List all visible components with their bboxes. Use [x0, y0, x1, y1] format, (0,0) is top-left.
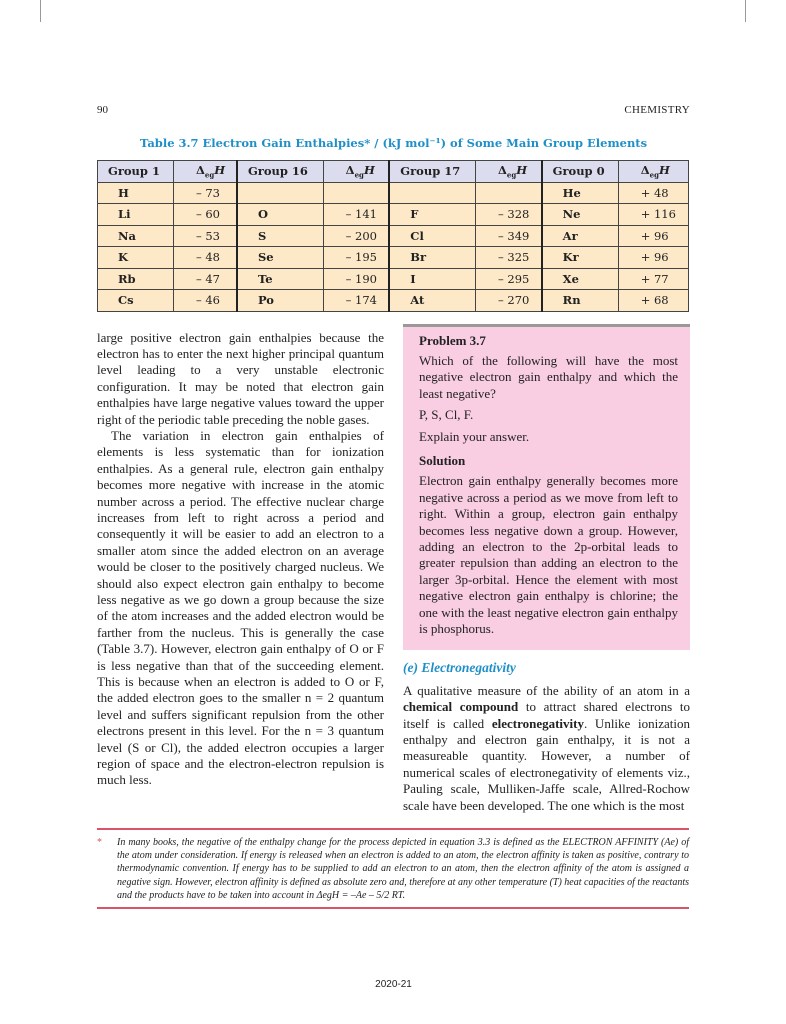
page-number: 90 — [97, 104, 108, 116]
footnote: * In many books, the negative of the ent… — [97, 828, 689, 910]
element-cell: O — [235, 203, 324, 226]
crop-mark — [40, 0, 41, 22]
value-cell — [474, 181, 543, 204]
element-cell: Li — [97, 203, 174, 226]
element-cell: Se — [235, 246, 324, 269]
column-header: ΔegH — [617, 160, 690, 183]
value-cell: – 47 — [172, 267, 238, 290]
value-cell: – 141 — [322, 203, 390, 226]
section-heading: (e) Electronegativity — [403, 660, 516, 676]
solution-title: Solution — [419, 452, 466, 468]
term-chemical-compound: chemical compound — [403, 699, 519, 715]
two-column-body: large positive electron gain enthalpies … — [97, 323, 690, 815]
value-cell: + 116 — [617, 203, 690, 226]
table-row: H – 73 He + 48 — [97, 181, 690, 204]
element-cell: Kr — [540, 246, 619, 269]
right-column-wrapper: Problem 3.7 Which of the following will … — [403, 323, 690, 815]
value-cell: – 190 — [322, 267, 390, 290]
paragraph: A qualitative measure of the ability of … — [403, 682, 691, 813]
table-row: Li – 60 O – 141 F – 328 Ne + 116 — [97, 203, 690, 226]
crop-mark — [745, 0, 746, 22]
solution-text: Electron gain enthalpy generally becomes… — [419, 473, 678, 636]
paragraph: The variation in electron gain enthalpie… — [97, 427, 384, 788]
element-cell: S — [235, 224, 324, 247]
footer-year: 2020-21 — [375, 979, 412, 991]
element-cell: K — [97, 246, 174, 269]
table-row: K – 48 Se – 195 Br – 325 Kr + 96 — [97, 246, 690, 269]
left-column: large positive electron gain enthalpies … — [97, 324, 384, 789]
value-cell: – 174 — [322, 289, 390, 312]
element-cell: He — [540, 181, 619, 204]
problem-title: Problem 3.7 — [419, 332, 486, 348]
problem-box: Problem 3.7 Which of the following will … — [403, 323, 690, 651]
table-row: Cs – 46 Po – 174 At – 270 Rn + 68 — [97, 289, 690, 312]
element-cell: F — [388, 203, 476, 226]
page-header: 90 CHEMISTRY — [97, 104, 690, 122]
value-cell — [322, 181, 390, 204]
table-row: Na – 53 S – 200 Cl – 349 Ar + 96 — [97, 224, 690, 247]
problem-options: P, S, Cl, F. — [419, 407, 474, 423]
element-cell: Rn — [540, 289, 619, 312]
element-cell — [235, 181, 324, 204]
value-cell: – 270 — [474, 289, 543, 312]
element-cell — [388, 181, 476, 204]
value-cell: + 68 — [617, 289, 690, 312]
column-header: Group 0 — [540, 160, 619, 183]
value-cell: + 96 — [617, 246, 690, 269]
value-cell: – 200 — [322, 224, 390, 247]
element-cell: H — [97, 181, 174, 204]
value-cell: + 77 — [617, 267, 690, 290]
element-cell: Xe — [540, 267, 619, 290]
term-electronegativity: electronegativity — [491, 715, 584, 731]
element-cell: Na — [97, 224, 174, 247]
column-header: ΔegH — [172, 160, 238, 183]
element-cell: Ar — [540, 224, 619, 247]
element-cell: Br — [388, 246, 476, 269]
value-cell: – 328 — [474, 203, 543, 226]
value-cell: + 96 — [617, 224, 690, 247]
column-header: Group 1 — [97, 160, 174, 183]
column-header: Group 17 — [388, 160, 476, 183]
value-cell: – 53 — [172, 224, 238, 247]
element-cell: Te — [235, 267, 324, 290]
value-cell: – 60 — [172, 203, 238, 226]
table-row: Rb – 47 Te – 190 I – 295 Xe + 77 — [97, 267, 690, 290]
column-header: Group 16 — [235, 160, 324, 183]
element-cell: At — [388, 289, 476, 312]
footnote-text: In many books, the negative of the entha… — [117, 837, 689, 901]
element-cell: Rb — [97, 267, 174, 290]
right-column: A qualitative measure of the ability of … — [403, 683, 690, 814]
value-cell: – 48 — [172, 246, 238, 269]
footnote-marker: * — [97, 837, 102, 849]
value-cell: – 349 — [474, 224, 543, 247]
value-cell: + 48 — [617, 181, 690, 204]
element-cell: Po — [235, 289, 324, 312]
column-header: ΔegH — [322, 160, 390, 183]
problem-instruction: Explain your answer. — [419, 428, 530, 444]
column-header: ΔegH — [474, 160, 543, 183]
value-cell: – 325 — [474, 246, 543, 269]
value-cell: – 295 — [474, 267, 543, 290]
paragraph: large positive electron gain enthalpies … — [97, 329, 384, 427]
electron-gain-enthalpy-table: Group 1 ΔegH Group 16 ΔegH Group 17 ΔegH Group… — [97, 160, 690, 312]
element-cell: Cl — [388, 224, 476, 247]
value-cell: – 195 — [322, 246, 390, 269]
element-cell: Cs — [97, 289, 174, 312]
problem-question: Which of the following will have the mos… — [419, 352, 678, 401]
table-caption: Table 3.7 Electron Gain Enthalpies* / (k… — [139, 136, 648, 150]
element-cell: I — [388, 267, 476, 290]
value-cell: – 46 — [172, 289, 238, 312]
value-cell: – 73 — [172, 181, 238, 204]
running-head: CHEMISTRY — [624, 104, 690, 116]
element-cell: Ne — [540, 203, 619, 226]
